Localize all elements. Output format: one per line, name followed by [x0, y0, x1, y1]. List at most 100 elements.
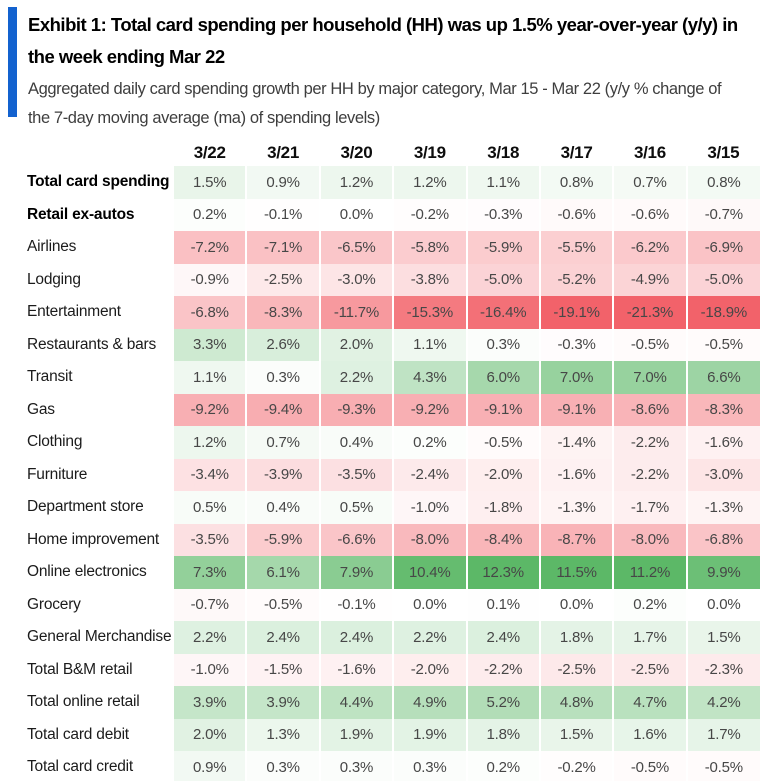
exhibit-header: Exhibit 1: Total card spending per house…: [0, 0, 768, 133]
table-row: Entertainment -6.8% -8.3% -11.7% -15.3% -16.4…: [0, 296, 760, 329]
heatmap-cell: 2.6%: [245, 328, 320, 361]
accent-bar: [8, 7, 17, 117]
heatmap-cell: 0.3%: [318, 751, 394, 781]
heatmap-cell: 0.2%: [171, 198, 247, 231]
heatmap-cell: 0.2%: [612, 588, 687, 621]
heatmap-cell: 1.3%: [245, 718, 320, 751]
table-row: Airlines -7.2% -7.1% -6.5% -5.8% -5.9% -5.5% -6…: [0, 231, 760, 264]
heatmap-cell: -4.9%: [612, 263, 687, 296]
heatmap-cell: -2.2%: [612, 458, 687, 491]
column-header-3-19: 3/19: [393, 139, 467, 166]
heatmap-cell: 3.9%: [245, 686, 320, 719]
heatmap-cell: -0.5%: [685, 751, 760, 781]
table-row: Retail ex-autos 0.2% -0.1% 0.0% -0.2% -0.3% -0…: [0, 198, 760, 231]
heatmap-cell: -0.5%: [612, 328, 687, 361]
heatmap-cell: -8.0%: [392, 523, 467, 556]
heatmap-cell: 1.7%: [685, 718, 760, 751]
heatmap-cell: -6.5%: [318, 231, 394, 264]
heatmap-cell: -19.1%: [538, 296, 614, 329]
heatmap-cell: -0.2%: [392, 198, 467, 231]
heatmap-cell: 6.0%: [465, 361, 540, 394]
heatmap-cell: 4.8%: [538, 686, 614, 719]
row-label: Transit: [0, 361, 173, 394]
table-row: Total card spending 1.5% 0.9% 1.2% 1.2% 1.1% 0…: [0, 166, 760, 199]
heatmap-cell: -0.3%: [538, 328, 614, 361]
heatmap-cell: -0.5%: [245, 588, 320, 621]
heatmap-cell: 2.4%: [245, 621, 320, 654]
heatmap-cell: 1.2%: [318, 166, 394, 199]
table-row: Gas -9.2% -9.4% -9.3% -9.2% -9.1% -9.1% -8.6% -8…: [0, 393, 760, 426]
heatmap-cell: 0.8%: [538, 166, 614, 199]
row-label: General Merchandise: [0, 621, 173, 654]
heatmap-cell: -3.5%: [318, 458, 394, 491]
heatmap-cell: -6.8%: [171, 296, 247, 329]
column-header-3-21: 3/21: [246, 139, 320, 166]
row-label: Total card debit: [0, 718, 173, 751]
heatmap-cell: 6.1%: [245, 556, 320, 589]
heatmap-cell: 0.5%: [318, 491, 394, 524]
row-label: Furniture: [0, 458, 173, 491]
heatmap-cell: -2.5%: [538, 653, 614, 686]
heatmap-cell: -2.0%: [392, 653, 467, 686]
heatmap-cell: 0.0%: [538, 588, 614, 621]
heatmap-cell: 2.2%: [171, 621, 247, 654]
heatmap-cell: 2.4%: [465, 621, 540, 654]
heatmap-cell: 2.0%: [171, 718, 247, 751]
heatmap-cell: 0.9%: [171, 751, 247, 781]
heatmap-cell: -2.5%: [612, 653, 687, 686]
heatmap-cell: 11.5%: [538, 556, 614, 589]
heatmap-cell: -0.9%: [171, 263, 247, 296]
heatmap-cell: -7.2%: [171, 231, 247, 264]
heatmap-cell: -0.2%: [538, 751, 614, 781]
heatmap-cell: 0.3%: [245, 751, 320, 781]
heatmap-cell: 1.2%: [392, 166, 467, 199]
heatmap-cell: -5.8%: [392, 231, 467, 264]
table-header-row: 3/22 3/21 3/20 3/19 3/18 3/17 3/16 3/15: [0, 139, 760, 166]
heatmap-cell: -3.0%: [685, 458, 760, 491]
heatmap-cell: -0.5%: [612, 751, 687, 781]
table-row: Total online retail 3.9% 3.9% 4.4% 4.9% 5.2% 4…: [0, 686, 760, 719]
heatmap-cell: 1.6%: [612, 718, 687, 751]
heatmap-cell: -0.5%: [685, 328, 760, 361]
heatmap-cell: 0.4%: [318, 426, 394, 459]
heatmap-cell: 2.4%: [318, 621, 394, 654]
heatmap-cell: -0.1%: [318, 588, 394, 621]
exhibit-subtitle: Aggregated daily card spending growth pe…: [28, 80, 722, 127]
table-row: Total B&M retail -1.0% -1.5% -1.6% -2.0% -2.2…: [0, 653, 760, 686]
heatmap-cell: 7.0%: [538, 361, 614, 394]
corner-cell: [0, 139, 173, 166]
heatmap-cell: 7.9%: [318, 556, 394, 589]
heatmap-cell: 1.8%: [538, 621, 614, 654]
heatmap-cell: 0.5%: [171, 491, 247, 524]
table-row: Total card debit 2.0% 1.3% 1.9% 1.9% 1.8% 1.5%…: [0, 718, 760, 751]
exhibit-title: Exhibit 1: Total card spending per house…: [28, 14, 738, 67]
heatmap-cell: -2.5%: [245, 263, 320, 296]
heatmap-cell: -0.6%: [538, 198, 614, 231]
heatmap-cell: 1.9%: [392, 718, 467, 751]
heatmap-cell: 0.4%: [245, 491, 320, 524]
heatmap-cell: -7.1%: [245, 231, 320, 264]
heatmap-cell: 0.0%: [392, 588, 467, 621]
heatmap-cell: -2.2%: [465, 653, 540, 686]
row-label: Restaurants & bars: [0, 328, 173, 361]
heatmap-cell: -1.8%: [465, 491, 540, 524]
heatmap-cell: 0.3%: [465, 328, 540, 361]
heatmap-cell: -3.4%: [171, 458, 247, 491]
table-row: Grocery -0.7% -0.5% -0.1% 0.0% 0.1% 0.0% 0.2% 0.…: [0, 588, 760, 621]
row-label: Retail ex-autos: [0, 198, 173, 231]
heatmap-cell: 0.7%: [245, 426, 320, 459]
heatmap-cell: 3.3%: [171, 328, 247, 361]
heatmap-cell: -2.2%: [612, 426, 687, 459]
heatmap-cell: 1.5%: [685, 621, 760, 654]
heatmap-cell: 1.2%: [171, 426, 247, 459]
heatmap-cell: -2.0%: [465, 458, 540, 491]
heatmap-cell: -5.9%: [245, 523, 320, 556]
table-row: Transit 1.1% 0.3% 2.2% 4.3% 6.0% 7.0% 7.0% 6.6%: [0, 361, 760, 394]
table-row: General Merchandise 2.2% 2.4% 2.4% 2.2% 2.4% 1…: [0, 621, 760, 654]
row-label: Gas: [0, 393, 173, 426]
table-row: Restaurants & bars 3.3% 2.6% 2.0% 1.1% 0.3% -0…: [0, 328, 760, 361]
heatmap-cell: -3.9%: [245, 458, 320, 491]
table-row: Total card credit 0.9% 0.3% 0.3% 0.3% 0.2% -0.…: [0, 751, 760, 781]
row-label: Entertainment: [0, 296, 173, 329]
heatmap-cell: 12.3%: [465, 556, 540, 589]
